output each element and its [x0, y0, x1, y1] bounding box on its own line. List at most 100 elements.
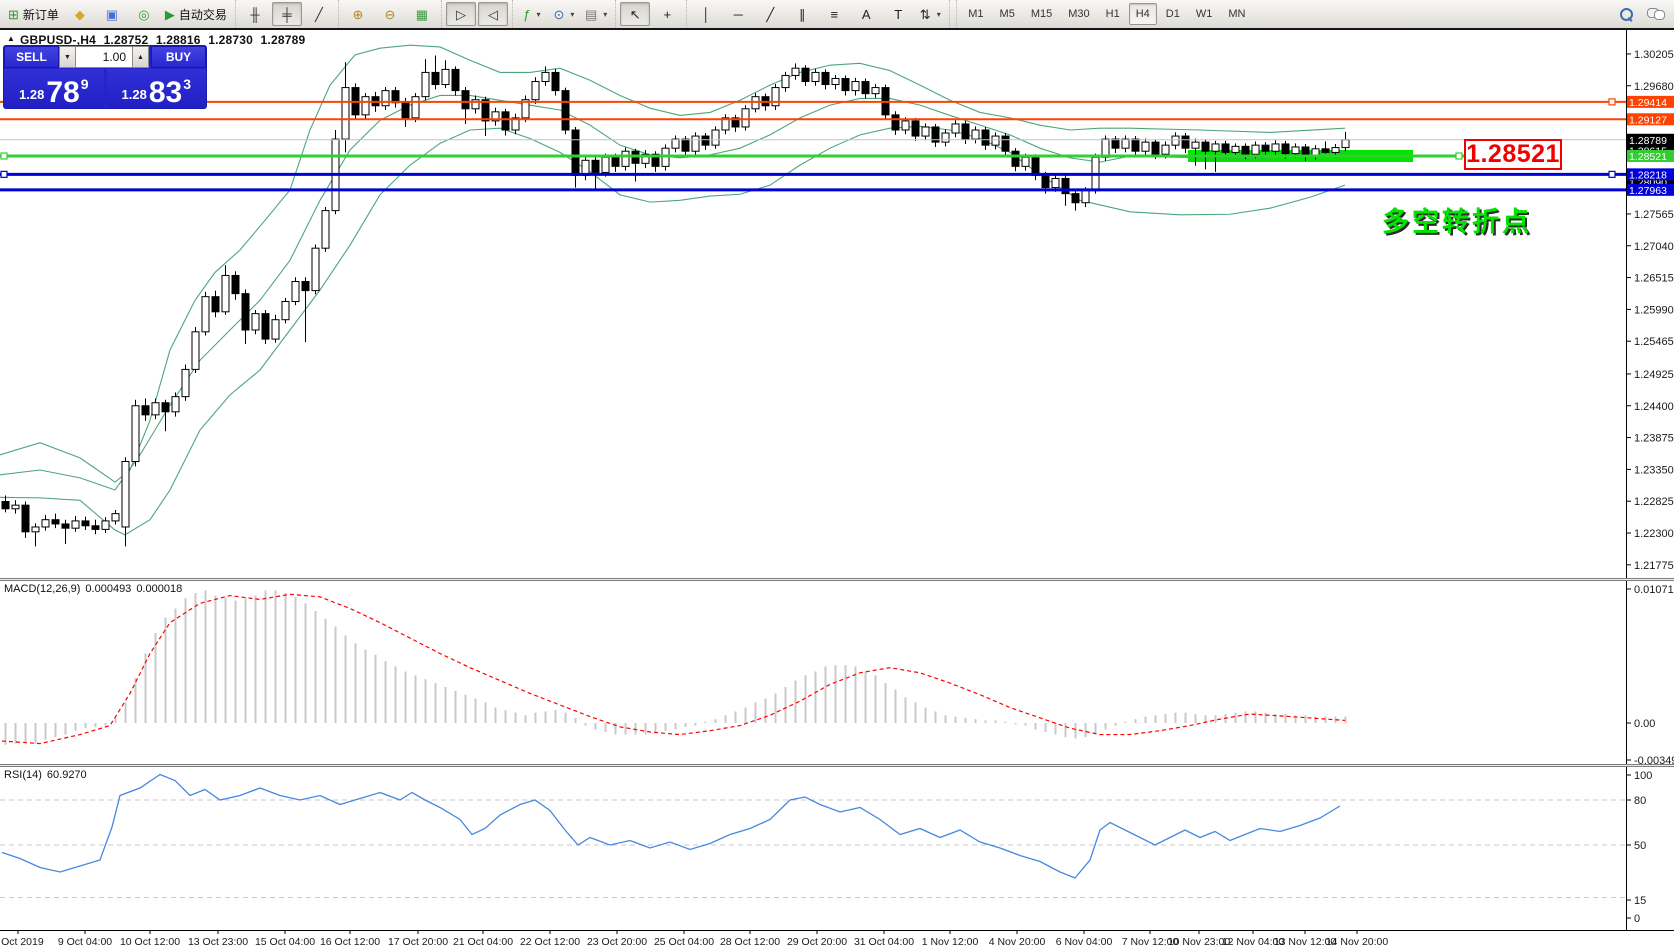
candlestick-button[interactable]: ╪: [271, 2, 302, 26]
timeframe-mn-button[interactable]: MN: [1228, 8, 1246, 20]
macd-signal-line: [1, 593, 1346, 745]
new-order-button[interactable]: ⊞ 新订单: [4, 2, 63, 26]
vertical-line-icon: │: [702, 6, 711, 22]
chevron-down-icon: ▾: [936, 9, 941, 19]
time-axis-label: 17 Oct 20:00: [388, 936, 448, 948]
time-axis-label: 15 Oct 04:00: [255, 936, 315, 948]
time-axis-label: 4 Nov 20:00: [989, 936, 1046, 948]
time-axis-label: 13 Oct 23:00: [188, 936, 248, 948]
templates-button[interactable]: ▤ ▾: [581, 2, 611, 26]
tile-windows-icon: ▦: [415, 6, 429, 22]
ohlc-open: 1.28752: [103, 33, 149, 47]
autotrading-button[interactable]: ▶ 自动交易: [161, 2, 231, 26]
crosshair-button[interactable]: +: [652, 2, 682, 26]
channel-icon: ∥: [799, 6, 806, 22]
horizontal-line-button[interactable]: ─: [723, 2, 753, 26]
timeframe-m1-button[interactable]: M1: [968, 8, 984, 20]
chat-icon[interactable]: [1647, 8, 1665, 20]
profiles-icon: ▣: [105, 6, 119, 22]
price-axis-label: 1.29680: [1634, 81, 1674, 93]
object-anchor: [0, 152, 8, 160]
periods-button[interactable]: ⊙ ▾: [549, 2, 579, 26]
price-axis-label: 1.25465: [1634, 336, 1674, 348]
price-callout-box: 1.28521: [1464, 139, 1562, 170]
new-order-icon: ⊞: [8, 6, 19, 22]
price-tag: [1627, 150, 1674, 162]
timeframe-h1-button[interactable]: H1: [1105, 8, 1120, 20]
buy-price-button[interactable]: 1.28 83 3: [106, 69, 206, 109]
object-anchor: [0, 170, 8, 178]
timeframe-m30-button[interactable]: M30: [1068, 8, 1090, 20]
ohlc-low: 1.28730: [208, 33, 253, 47]
price-axis-label: 1.27040: [1634, 241, 1674, 253]
price-tag: [1627, 95, 1674, 108]
indicators-button[interactable]: ƒ ▾: [517, 2, 547, 26]
volume-increase-button[interactable]: ▲: [132, 46, 149, 68]
profiles-button[interactable]: ▣: [97, 2, 127, 26]
tile-windows-button[interactable]: ▦: [407, 2, 437, 26]
timeframe-m15-button[interactable]: M15: [1030, 8, 1053, 20]
timeframe-h4-button[interactable]: H4: [1128, 3, 1157, 25]
text-label-button[interactable]: T: [883, 2, 913, 26]
timeframe-m5-button[interactable]: M5: [999, 8, 1015, 20]
price-axis-label: 1.24925: [1634, 369, 1674, 381]
rsi-line: [1, 773, 1341, 879]
rsi-name: RSI(14): [4, 769, 42, 781]
arrows-icon: ⇅: [919, 6, 931, 22]
zoom-in-icon: ⊕: [352, 6, 364, 22]
signals-button[interactable]: ◎: [129, 2, 159, 26]
macd-panel-splitter[interactable]: [0, 578, 1674, 581]
price-axis-label: 1.22300: [1634, 528, 1674, 540]
rsi-axis-label: 0: [1634, 913, 1640, 925]
line-chart-button[interactable]: ╱: [304, 2, 334, 26]
time-axis-label: 13 Nov 12:00: [1274, 936, 1337, 948]
one-click-trading-panel: SELL ▼ ▲ BUY 1.28 78 9 1.28 83 3: [4, 46, 206, 108]
rsi-axis-label: 15: [1634, 895, 1646, 907]
buy-price-big: 83: [148, 76, 183, 109]
chevron-down-icon: ▾: [603, 9, 608, 19]
channel-button[interactable]: ∥: [787, 2, 817, 26]
time-axis-label: 9 Oct 04:00: [58, 936, 112, 948]
arrows-button[interactable]: ⇅ ▾: [915, 2, 945, 26]
cursor-button[interactable]: ↖: [620, 2, 651, 26]
macd-main-value: 0.000493: [85, 583, 132, 595]
chevron-down-icon: ▾: [570, 9, 575, 19]
zoom-out-icon: ⊖: [384, 6, 396, 22]
zoom-in-button[interactable]: ⊕: [343, 2, 373, 26]
rsi-panel-splitter[interactable]: [0, 764, 1674, 767]
chart-title: GBPUSD-,H4 1.28752 1.28816 1.28730 1.287…: [20, 33, 309, 47]
timeframe-d1-button[interactable]: D1: [1165, 8, 1180, 20]
autotrading-icon: ▶: [164, 6, 175, 22]
chart-shift-icon: ◁: [487, 6, 498, 22]
fibonacci-button[interactable]: ≡: [819, 2, 849, 26]
trendline-button[interactable]: ╱: [755, 2, 785, 26]
new-chart-button[interactable]: ◆: [65, 2, 95, 26]
search-icon[interactable]: [1620, 7, 1633, 22]
time-axis-label: 10 Nov 23:00: [1168, 936, 1231, 948]
text-button[interactable]: A: [851, 2, 881, 26]
sell-button[interactable]: SELL: [4, 46, 59, 68]
volume-input[interactable]: [76, 46, 132, 68]
time-axis-label: 6 Nov 04:00: [1056, 936, 1113, 948]
price-tag: [1627, 113, 1674, 126]
chart-shift-button[interactable]: ◁: [477, 2, 508, 26]
rsi-axis-label: 80: [1634, 795, 1646, 807]
volume-decrease-button[interactable]: ▼: [59, 46, 76, 68]
zoom-out-button[interactable]: ⊖: [375, 2, 405, 26]
price-axis-label: 1.30205: [1634, 49, 1674, 61]
time-axis-label: 25 Oct 04:00: [654, 936, 714, 948]
sell-price-button[interactable]: 1.28 78 9: [4, 69, 104, 108]
object-anchor: [1608, 98, 1616, 106]
svg-text:1.28789: 1.28789: [1629, 135, 1667, 147]
autotrading-button-label: 自动交易: [178, 7, 227, 22]
candles: [1, 55, 1350, 547]
buy-button[interactable]: BUY: [151, 46, 206, 68]
timeframe-w1-button[interactable]: W1: [1195, 8, 1213, 20]
auto-scroll-button[interactable]: ▷: [445, 2, 476, 26]
collapse-panel-arrow[interactable]: ▲: [7, 34, 15, 43]
time-axis-label: 31 Oct 04:00: [854, 936, 914, 948]
svg-text:1.28218: 1.28218: [1629, 169, 1667, 181]
bar-chart-button[interactable]: ╫: [240, 2, 270, 26]
vertical-line-button[interactable]: │: [691, 2, 721, 26]
